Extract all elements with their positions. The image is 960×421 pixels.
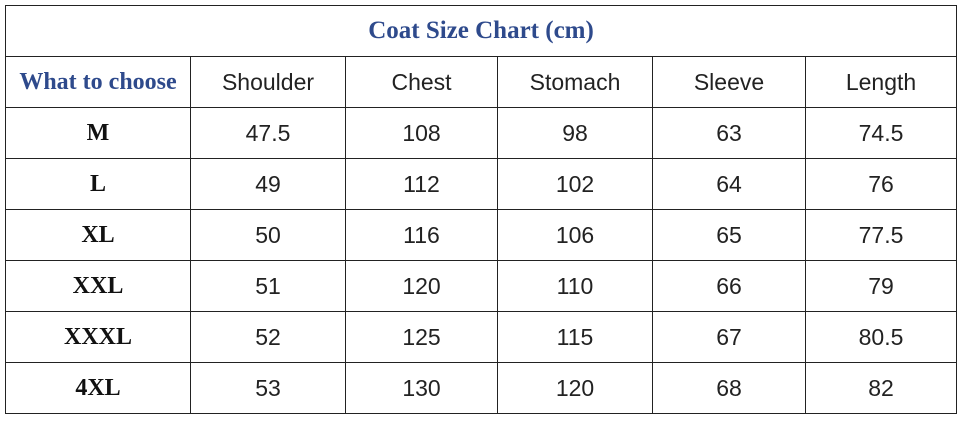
measure-cell: 120 [497,362,653,414]
measure-cell: 116 [345,209,498,261]
size-label: XL [5,209,191,261]
measure-cell: 79 [804,260,958,312]
table-title: Coat Size Chart (cm) [4,5,958,57]
size-label: L [5,158,191,210]
measure-cell: 112 [345,158,498,210]
measure-cell: 74.5 [804,107,958,159]
header-first: What to choose [5,56,191,108]
measure-cell: 64 [652,158,806,210]
measure-cell: 47.5 [190,107,346,159]
header-row: What to choose Shoulder Chest Stomach Sleeve… [5,56,958,108]
size-label: XXXL [5,311,191,363]
header-cell: Chest [345,56,498,108]
measure-cell: 66 [652,260,806,312]
data-row: L 49 112 102 64 76 [5,158,958,210]
measure-cell: 110 [497,260,653,312]
size-label: M [5,107,191,159]
data-row: XL 50 116 106 65 77.5 [5,209,958,261]
title-row: Coat Size Chart (cm) [4,5,958,57]
measure-cell: 98 [497,107,653,159]
measure-cell: 63 [652,107,806,159]
size-table: Coat Size Chart (cm) What to choose Shoul… [4,5,958,414]
measure-cell: 115 [497,311,653,363]
measure-cell: 80.5 [804,311,958,363]
size-label: XXL [5,260,191,312]
measure-cell: 102 [497,158,653,210]
measure-cell: 52 [190,311,346,363]
size-chart: Coat Size Chart (cm) What to choose Shoul… [4,5,958,414]
measure-cell: 49 [190,158,346,210]
measure-cell: 76 [804,158,958,210]
measure-cell: 77.5 [804,209,958,261]
size-label: 4XL [5,362,191,414]
measure-cell: 120 [345,260,498,312]
measure-cell: 50 [190,209,346,261]
header-cell: Stomach [497,56,653,108]
measure-cell: 53 [190,362,346,414]
measure-cell: 130 [345,362,498,414]
data-row: 4XL 53 130 120 68 82 [5,362,958,414]
data-row: XXL 51 120 110 66 79 [5,260,958,312]
header-cell: Length [804,56,958,108]
data-row: XXXL 52 125 115 67 80.5 [5,311,958,363]
header-cell: Sleeve [652,56,806,108]
measure-cell: 67 [652,311,806,363]
header-cell: Shoulder [190,56,346,108]
measure-cell: 51 [190,260,346,312]
measure-cell: 68 [652,362,806,414]
measure-cell: 106 [497,209,653,261]
measure-cell: 125 [345,311,498,363]
measure-cell: 108 [345,107,498,159]
measure-cell: 82 [804,362,958,414]
data-row: M 47.5 108 98 63 74.5 [5,107,958,159]
measure-cell: 65 [652,209,806,261]
